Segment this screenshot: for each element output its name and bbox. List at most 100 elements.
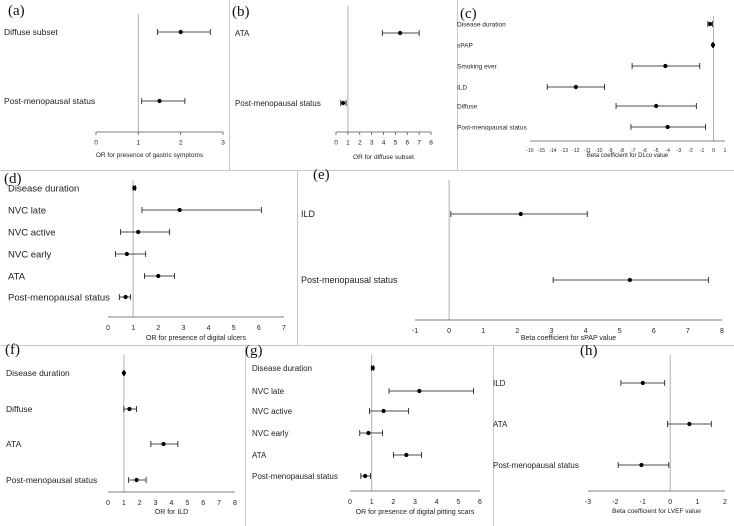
- panel-c-point-0: [707, 21, 713, 27]
- panel-g-point-5: [363, 473, 368, 479]
- panel-b-x-axis-label: OR for diffuse subset: [353, 154, 414, 161]
- panel-a: (a) 0 1 2 3 OR for presence of gastric sympto…: [0, 0, 229, 170]
- panel-d-point-5: [123, 294, 128, 300]
- panel-f-x-axis-label: OR for ILD: [155, 509, 188, 516]
- panel-e-chart: (e) -1 0 1 2 3 4 5 6 7 8 Beta coefficient for sPAP …: [301, 167, 724, 342]
- panel-c-tick-label-14: -2: [688, 148, 693, 154]
- panel-c-tick-label-4: -12: [572, 148, 579, 154]
- panel-g-tick-label-1: 1: [370, 499, 374, 506]
- panel-g-point-4: [404, 452, 409, 458]
- panel-c-tick-label-11: -5: [654, 148, 659, 154]
- panel-g-point-1: [417, 388, 422, 394]
- panel-d-point-4: [156, 273, 161, 279]
- panel-e-tick-label-9: 8: [720, 328, 724, 335]
- panel-c-row-label-0: Disease duration: [457, 21, 506, 28]
- panel-h: (h) -3 -2 -1 0 1 2 Beta coefficient for LVEF va…: [493, 343, 734, 526]
- panel-g-row-label-5: Post-menopausal status: [252, 472, 338, 481]
- panel-c-tick-label-13: -3: [677, 148, 682, 154]
- panel-h-x-axis-label: Beta coefficient for LVEF value: [612, 508, 701, 515]
- panel-b-tick-label-3: 3: [370, 140, 374, 147]
- panel-c-tick-label-3: -13: [561, 148, 568, 154]
- panel-c-point-1: [710, 42, 716, 48]
- panel-c-tick-label-6: -10: [595, 148, 602, 154]
- panel-e-x-axis-label: Beta coefficient for sPAP value: [521, 335, 616, 342]
- panel-b-point-1: [341, 100, 346, 106]
- panel-c-chart: (c)-16 -15 -14 -13 -12 -11 -10 -9 -8 -7 -6 -5 -4 -3 -2…: [457, 6, 727, 159]
- panel-b-tick-label-5: 5: [394, 140, 398, 147]
- panel-a-point-1: [157, 98, 162, 104]
- panel-a-tick-label-1: 1: [137, 140, 141, 147]
- panel-c: (c) -16 -15 -14 -13 -12 -11 -10 -9 -8 -7 -6 -5 -4 -3 -2…: [457, 0, 734, 170]
- panel-f-tick-label-1: 1: [122, 500, 126, 507]
- panel-e-point-1: [627, 277, 632, 283]
- panel-d-chart: (d) 0 1 2 3 4 5 6 7 OR for presence of digital ul…: [4, 171, 286, 342]
- panel-g-x-axis-label: OR for presence of digital pitting scars: [356, 509, 475, 516]
- panel-d-tick-label-3: 3: [181, 325, 185, 332]
- panel-e-row-label-0: ILD: [301, 209, 316, 219]
- panel-f-row-label-1: Diffuse: [6, 404, 33, 414]
- panel-h-tick-label-1: -2: [612, 499, 618, 506]
- panel-e: (e) -1 0 1 2 3 4 5 6 7 8 Beta coefficient for sPAP …: [297, 167, 734, 345]
- panel-b-chart: (b) 0 1 2 3 4 5 6 7 8 OR for diffuse subset ATA Post…: [232, 4, 433, 161]
- panel-g-row-label-1: NVC late: [252, 387, 285, 396]
- panel-c-row-label-3: ILD: [457, 84, 467, 91]
- panel-c-tick-label-17: 1: [724, 148, 727, 154]
- panel-e-tick-label-8: 7: [686, 328, 690, 335]
- panel-c-point-3: [573, 84, 578, 90]
- panel-g: (g) 0 1 2 3 4 5 6 OR for presence of digital pit…: [245, 343, 493, 526]
- panel-a-point-0: [178, 29, 183, 35]
- panel-h-row-label-1: ATA: [493, 420, 508, 429]
- panel-c-x-axis-label: Beta coefficient for DLco value: [587, 153, 669, 159]
- panel-h-tick-label-3: 0: [668, 499, 672, 506]
- panel-d-tick-label-1: 1: [131, 325, 135, 332]
- separator-bot-1: [245, 345, 246, 526]
- panel-g-label: (g): [245, 343, 263, 359]
- panel-c-tick-label-7: -9: [608, 148, 613, 154]
- panel-b-tick-label-6: 6: [405, 140, 409, 147]
- panel-h-label: (h): [580, 343, 598, 359]
- panel-c-tick-label-1: -15: [538, 148, 545, 154]
- panel-f-point-2: [161, 441, 166, 447]
- panel-e-tick-label-2: 1: [481, 328, 485, 335]
- panel-e-row-label-1: Post-menopausal status: [301, 275, 398, 285]
- separator-mid: [297, 170, 298, 345]
- panel-g-tick-label-2: 2: [391, 499, 395, 506]
- panel-h-tick-label-4: 1: [696, 499, 700, 506]
- panel-c-tick-label-8: -8: [620, 148, 625, 154]
- panel-b-point-0: [398, 30, 403, 36]
- panel-b-tick-label-4: 4: [382, 140, 386, 147]
- panel-c-point-2: [663, 63, 668, 69]
- separator-bot-2: [493, 345, 494, 526]
- panel-f-row-label-0: Disease duration: [6, 368, 70, 378]
- panel-d-tick-label-6: 6: [257, 325, 261, 332]
- panel-g-tick-label-6: 6: [478, 499, 482, 506]
- panel-h-tick-label-0: -3: [585, 499, 591, 506]
- panel-f-point-3: [134, 477, 139, 483]
- panel-f-row-label-2: ATA: [6, 439, 22, 449]
- panel-e-tick-label-6: 5: [618, 328, 622, 335]
- panel-d-row-label-0: Disease duration: [8, 183, 79, 194]
- panel-a-tick-label-3: 3: [221, 140, 225, 147]
- panel-g-point-3: [366, 430, 371, 436]
- panel-d-point-1: [177, 207, 182, 213]
- panel-h-point-0: [640, 380, 645, 386]
- panel-f-tick-label-7: 7: [217, 500, 221, 507]
- panel-c-tick-label-10: -6: [642, 148, 647, 154]
- panel-f-row-label-3: Post-menopausal status: [6, 475, 97, 485]
- panel-b-label: (b): [232, 4, 250, 20]
- panel-c-tick-label-15: -1: [700, 148, 705, 154]
- panel-e-tick-label-5: 4: [584, 328, 588, 335]
- panel-d-tick-label-0: 0: [106, 325, 110, 332]
- panel-f-point-1: [127, 406, 132, 412]
- panel-e-label: (e): [313, 167, 330, 183]
- panel-a-tick-label-2: 2: [179, 140, 183, 147]
- panel-c-tick-label-0: -16: [526, 148, 533, 154]
- separator-top-2: [457, 0, 458, 170]
- panel-f-point-0: [121, 370, 126, 376]
- panel-f-tick-label-2: 2: [138, 500, 142, 507]
- panel-b-tick-label-8: 8: [429, 140, 433, 147]
- panel-c-tick-label-5: -11: [584, 148, 591, 154]
- separator-row-1: [0, 170, 734, 171]
- panel-h-point-2: [639, 462, 644, 468]
- panel-c-row-label-5: Post-menopausal status: [457, 124, 527, 131]
